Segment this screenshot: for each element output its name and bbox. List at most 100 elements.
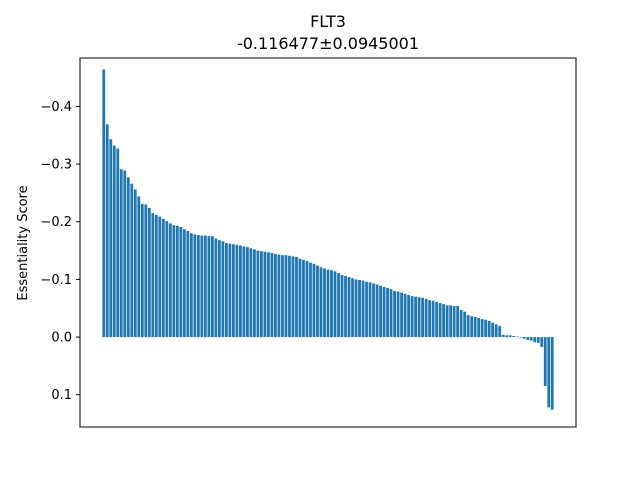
- bar: [109, 139, 113, 338]
- bar: [312, 263, 316, 338]
- bar: [260, 251, 263, 338]
- bar: [323, 268, 326, 338]
- bar: [154, 214, 158, 338]
- bar: [123, 170, 127, 338]
- bar: [130, 183, 134, 338]
- bar: [344, 275, 347, 338]
- bar: [543, 337, 547, 387]
- bar: [305, 260, 309, 338]
- bar: [396, 291, 400, 338]
- bar: [284, 255, 288, 338]
- bar: [403, 293, 407, 338]
- bar: [333, 271, 337, 338]
- bar-series: [102, 69, 554, 410]
- bar: [505, 335, 509, 338]
- bar: [515, 336, 519, 338]
- bar: [270, 252, 274, 338]
- bar: [137, 196, 141, 338]
- bar: [400, 292, 403, 338]
- bar: [172, 225, 176, 338]
- bar: [389, 289, 393, 338]
- bar: [193, 234, 197, 338]
- bar: [175, 225, 179, 338]
- bar: [119, 169, 123, 338]
- bar: [417, 297, 421, 338]
- bar: [161, 218, 165, 338]
- bar: [424, 299, 428, 338]
- bar: [533, 337, 537, 343]
- bar: [540, 337, 544, 347]
- bar: [144, 204, 148, 338]
- bar: [536, 337, 540, 343]
- bar: [246, 247, 249, 338]
- bar: [277, 254, 281, 338]
- bar: [361, 280, 365, 338]
- bar: [147, 207, 151, 338]
- bar: [487, 320, 491, 338]
- bar: [210, 236, 214, 338]
- bar: [140, 203, 144, 338]
- bar: [221, 241, 225, 338]
- bar: [112, 145, 116, 338]
- bar: [477, 318, 481, 338]
- bar: [519, 337, 523, 338]
- bar: [274, 254, 277, 338]
- chart-title: FLT3: [310, 12, 346, 31]
- bar: [309, 262, 312, 338]
- bar: [256, 250, 260, 338]
- bar: [414, 296, 417, 338]
- bar: [298, 258, 302, 338]
- bar: [126, 177, 130, 338]
- bar: [351, 278, 354, 338]
- bar: [231, 244, 235, 338]
- bar: [428, 300, 432, 338]
- bar: [484, 319, 488, 338]
- bar: [330, 270, 333, 338]
- y-axis-ticks: −0.4 −0.3 −0.2 −0.1 0.0 0.1: [40, 100, 80, 403]
- bar: [179, 226, 183, 338]
- bar: [372, 283, 375, 338]
- plot-frame: [79, 57, 577, 428]
- bar: [186, 230, 190, 338]
- bar: [224, 243, 228, 338]
- y-tick-label: −0.3: [40, 158, 72, 173]
- bar: [466, 315, 470, 338]
- bar: [463, 311, 467, 338]
- bar: [239, 245, 242, 338]
- bar: [102, 69, 106, 338]
- bar: [316, 265, 319, 338]
- y-tick-label: 0.0: [51, 331, 72, 346]
- bar: [407, 294, 410, 338]
- bar: [105, 124, 109, 338]
- bar: [438, 303, 442, 338]
- bar: [550, 337, 554, 410]
- bar: [253, 249, 256, 338]
- bar: [242, 246, 246, 338]
- bar: [526, 337, 530, 340]
- bar: [379, 285, 382, 338]
- bar: [501, 334, 505, 338]
- bar: [431, 300, 435, 338]
- chart-subtitle: -0.116477±0.0945001: [237, 34, 419, 53]
- bar: [207, 236, 211, 338]
- bar: [340, 274, 344, 338]
- bar: [386, 288, 389, 338]
- bar: [456, 305, 460, 338]
- bar: [133, 189, 137, 338]
- bar: [347, 277, 351, 338]
- bar: [494, 324, 498, 338]
- bar: [382, 286, 386, 338]
- bar: [168, 223, 172, 338]
- bar: [491, 322, 495, 338]
- bar: [217, 240, 221, 338]
- bar: [473, 316, 477, 338]
- bar: [365, 281, 368, 338]
- bar: [393, 290, 396, 338]
- bar: [354, 279, 358, 338]
- bar: [470, 316, 474, 338]
- bar: [445, 305, 449, 338]
- bar: [449, 305, 453, 338]
- bar: [442, 304, 446, 338]
